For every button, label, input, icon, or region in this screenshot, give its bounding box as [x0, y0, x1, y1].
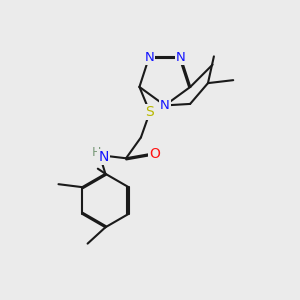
Text: O: O: [149, 147, 160, 161]
Text: H: H: [92, 146, 101, 159]
Text: N: N: [160, 99, 170, 112]
Text: N: N: [144, 50, 154, 64]
Text: S: S: [146, 105, 154, 119]
Text: N: N: [176, 50, 185, 64]
Text: N: N: [99, 150, 109, 164]
